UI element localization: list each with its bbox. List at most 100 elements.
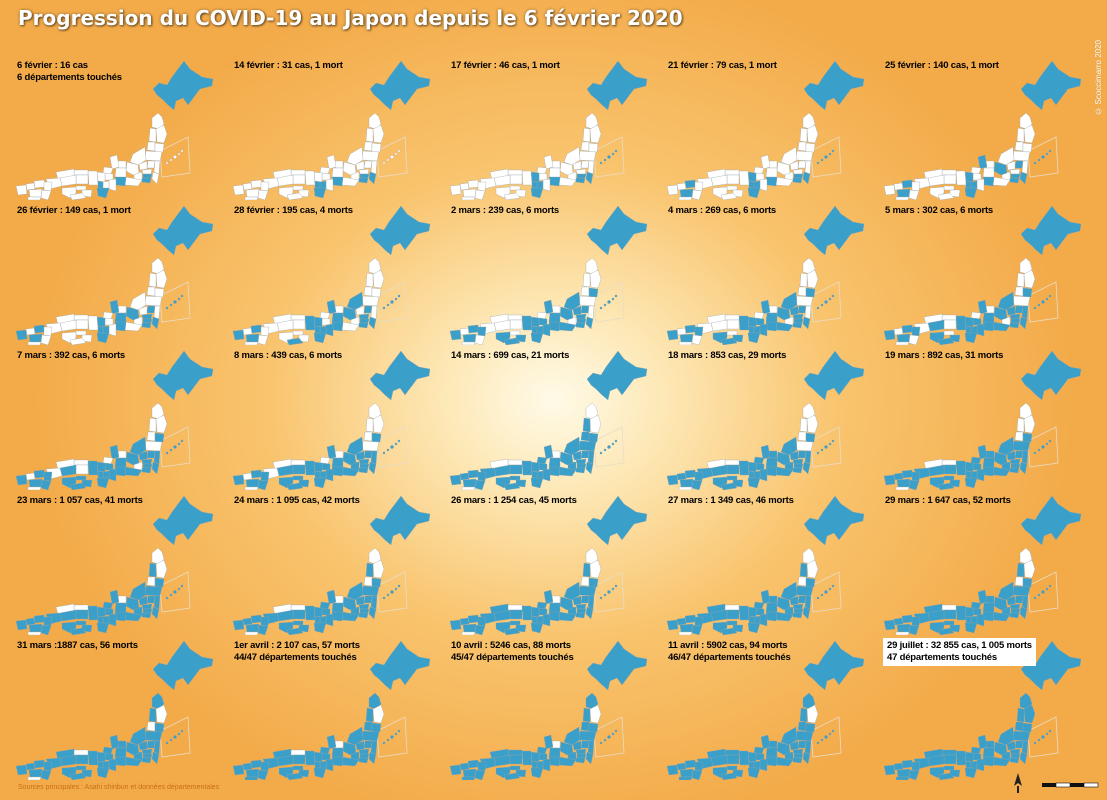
prefecture-kagawa <box>292 620 304 626</box>
prefecture-akita <box>1016 707 1025 723</box>
prefecture-ishikawa <box>977 734 988 750</box>
okinawa-island <box>614 584 618 588</box>
okinawa-inset-frame <box>810 426 842 468</box>
map-label-main: 5 mars : 302 cas, 6 morts <box>885 205 994 216</box>
prefecture-iwate <box>1023 124 1036 144</box>
prefecture-osaka <box>314 470 321 479</box>
prefecture-yamagata <box>797 431 807 442</box>
prefecture-kumamoto <box>896 333 911 343</box>
map-panel: 29 mars : 1 647 cas, 52 morts <box>880 490 1097 635</box>
prefecture-kumamoto <box>462 333 477 343</box>
prefecture-nagasaki <box>449 474 462 486</box>
prefecture-iwate <box>155 269 168 289</box>
map-label: 11 avril : 5902 cas, 94 morts 46/47 dépar… <box>668 640 791 664</box>
okinawa-island <box>1041 735 1045 739</box>
prefecture-nagasaki <box>883 329 896 341</box>
prefecture-gifu <box>114 602 127 614</box>
prefecture-tottori <box>507 749 523 756</box>
prefecture-tokyo <box>359 753 370 759</box>
prefecture-tottori <box>507 459 523 466</box>
map-label: 6 février : 16 cas 6 départements touchés <box>17 60 122 84</box>
okinawa-island <box>1033 451 1037 455</box>
prefecture-saga <box>459 182 470 191</box>
prefecture-aichi <box>765 176 778 187</box>
okinawa-island <box>828 732 832 736</box>
prefecture-saga <box>242 182 253 191</box>
prefecture-chiba <box>585 461 594 475</box>
prefecture-hokkaido <box>1020 60 1082 111</box>
prefecture-oita <box>43 181 53 192</box>
prefecture-kyoto <box>313 461 323 473</box>
okinawa-island <box>599 596 603 600</box>
prefecture-wakayama <box>747 332 761 344</box>
prefecture-ibaraki <box>370 740 378 755</box>
prefecture-kanagawa <box>1009 322 1020 329</box>
prefecture-hokkaido <box>586 640 648 691</box>
prefecture-osaka <box>314 325 321 334</box>
prefecture-ibaraki <box>153 740 161 755</box>
prefecture-kanagawa <box>1009 177 1020 184</box>
prefecture-okayama <box>726 174 740 185</box>
prefecture-gifu <box>548 747 561 759</box>
okinawa-island <box>824 300 828 304</box>
prefecture-niigata <box>563 581 581 601</box>
map-panel: 23 mars : 1 057 cas, 41 morts <box>12 490 229 635</box>
prefecture-tottori <box>941 749 957 756</box>
prefecture-tochigi <box>580 160 590 169</box>
prefecture-tottori <box>941 604 957 611</box>
map-grid: 6 février : 16 cas 6 départements touchés… <box>12 55 1097 780</box>
prefecture-saitama <box>575 458 587 465</box>
prefecture-fukuoka <box>684 179 697 189</box>
prefecture-fukushima <box>1012 585 1031 597</box>
map-label: 4 mars : 269 cas, 6 morts <box>668 205 776 217</box>
prefecture-tottori <box>724 169 740 176</box>
prefecture-fukushima <box>361 295 380 307</box>
prefecture-saga <box>242 762 253 771</box>
okinawa-island <box>820 593 824 597</box>
prefecture-kumamoto <box>679 623 694 633</box>
prefecture-kanagawa <box>141 322 152 329</box>
prefecture-toyama <box>768 305 778 314</box>
prefecture-gunma <box>138 450 148 461</box>
map-label-main: 11 avril : 5902 cas, 94 morts <box>668 640 788 651</box>
okinawa-island <box>1037 738 1041 742</box>
prefecture-osaka <box>314 180 321 189</box>
prefecture-oita <box>260 471 270 482</box>
japan-map <box>449 640 648 780</box>
prefecture-oita <box>43 326 53 337</box>
prefecture-tokyo <box>359 318 370 324</box>
prefecture-okayama <box>943 754 957 765</box>
prefecture-aichi <box>331 321 344 332</box>
prefecture-niigata <box>129 726 147 746</box>
prefecture-mie <box>976 758 985 772</box>
prefecture-shiga <box>755 462 765 471</box>
prefecture-kochi <box>286 772 304 780</box>
prefecture-yamagata <box>797 721 807 732</box>
prefecture-kyoto <box>530 606 540 618</box>
prefecture-kyoto <box>530 751 540 763</box>
prefecture-tottori <box>73 749 89 756</box>
okinawa-island <box>397 584 401 588</box>
prefecture-kanagawa <box>792 322 803 329</box>
okinawa-island <box>180 439 184 443</box>
prefecture-miyagi <box>805 722 816 733</box>
prefecture-aichi <box>114 611 127 622</box>
map-label-main: 25 février : 140 cas, 1 mort <box>885 60 999 71</box>
map-label-main: 24 mars : 1 095 cas, 42 morts <box>234 495 360 506</box>
okinawa-island <box>177 442 181 446</box>
prefecture-kochi <box>503 192 521 200</box>
prefecture-oita <box>477 471 487 482</box>
prefecture-kagoshima <box>27 341 42 345</box>
prefecture-shiga <box>538 607 548 616</box>
prefecture-saga <box>676 327 687 336</box>
okinawa-island <box>820 158 824 162</box>
prefecture-tottori <box>73 169 89 176</box>
prefecture-okayama <box>292 609 306 620</box>
prefecture-saitama <box>141 748 153 755</box>
prefecture-miyazaki <box>691 624 703 635</box>
prefecture-tochigi <box>1014 595 1024 604</box>
prefecture-tottori <box>724 314 740 321</box>
prefecture-wakayama <box>96 332 110 344</box>
prefecture-kagawa <box>292 475 304 481</box>
okinawa-island <box>390 735 394 739</box>
